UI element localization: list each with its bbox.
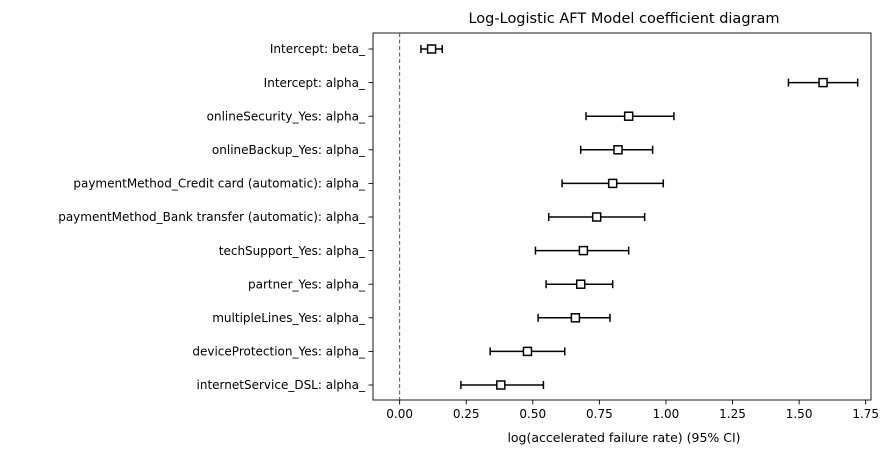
coefficient-point [575,279,586,289]
coefficient-point [623,111,634,121]
y-category-label: onlineSecurity_Yes: alpha_ [207,109,366,123]
coefficient-point [496,380,506,390]
y-category-label: internetService_DSL: alpha_ [197,378,366,392]
y-category-label: deviceProtection_Yes: alpha_ [192,345,366,359]
plot-area: 0.00 0.25 0.50 0.75 1.00 1.25 1.50 1.75 Intercep… [58,32,879,421]
x-tick-label: 0.75 [586,407,613,421]
x-tick-label: 1.25 [719,407,746,421]
coefficient-point [591,212,602,222]
x-tick-label: 1.00 [653,407,680,421]
plot-frame [372,32,872,401]
y-category-label: Intercept: alpha_ [264,76,366,90]
y-category-label: multipleLines_Yes: alpha_ [212,311,366,325]
coefficient-point [426,44,437,54]
y-category-label: paymentMethod_Bank transfer (automatic):… [58,210,366,224]
x-axis-title: log(accelerated failure rate) (95% CI) [507,430,740,445]
coefficient-point [578,245,589,256]
y-category-label: paymentMethod_Credit card (automatic): a… [73,177,366,191]
coefficient-point [570,313,581,323]
y-category-label: onlineBackup_Yes: alpha_ [212,143,366,157]
y-category-label: techSupport_Yes: alpha_ [219,244,366,258]
coefficient-point [607,178,618,189]
x-tick-label: 1.75 [852,407,879,421]
coefficient-point [522,346,533,357]
coefficient-point [613,145,623,155]
y-category-label: partner_Yes: alpha_ [248,277,366,291]
coefficient-point [818,77,828,88]
x-tick-label: 0.00 [386,407,413,421]
chart-title: Log-Logistic AFT Model coefficient diagr… [468,11,779,27]
y-category-label: Intercept: beta_ [270,42,366,56]
x-tick-label: 0.25 [453,407,480,421]
x-tick-label: 1.50 [786,407,813,421]
x-tick-label: 0.50 [519,407,546,421]
